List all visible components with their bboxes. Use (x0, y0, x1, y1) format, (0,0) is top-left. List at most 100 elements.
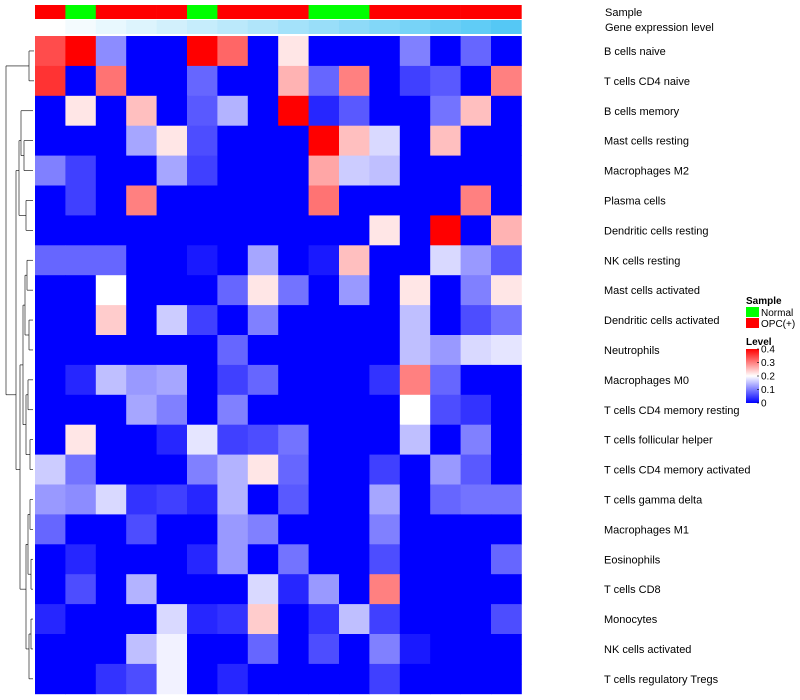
row-label: T cells CD8 (604, 584, 661, 596)
expression-annotation-cell (430, 20, 461, 34)
legend-level-ticks: 0.4 0.3 0.2 0.1 0 (757, 345, 775, 410)
heatmap-cell (278, 604, 309, 635)
heatmap-cell (217, 424, 249, 455)
heatmap-cell (156, 544, 188, 575)
heatmap-cell (399, 454, 431, 485)
heatmap-cell (369, 95, 401, 127)
heatmap-cell (339, 634, 370, 665)
heatmap-cell (217, 544, 249, 575)
heatmap-cell (399, 155, 431, 186)
heatmap-cell (339, 65, 370, 97)
heatmap-cell (126, 65, 157, 97)
heatmap-cell (399, 544, 431, 575)
heatmap-cell (430, 125, 461, 156)
heatmap-cell (35, 335, 66, 366)
legend-sample-label: OPC(+) (761, 319, 795, 330)
heatmap-cell (399, 245, 431, 276)
heatmap-cell (65, 185, 97, 216)
heatmap-cell (247, 604, 279, 635)
heatmap-cell (430, 305, 461, 336)
legend-level-colorbar (746, 349, 759, 403)
heatmap-cell (491, 634, 522, 665)
heatmap-cell (247, 514, 279, 545)
heatmap-cell (369, 65, 401, 97)
expression-annotation-cell (247, 20, 279, 34)
heatmap-cell (430, 663, 461, 695)
heatmap-cell (35, 155, 66, 186)
heatmap-cell (399, 305, 431, 336)
heatmap-cell (399, 36, 431, 67)
heatmap-cell (278, 364, 309, 396)
legend-title-level: Level (746, 337, 772, 348)
heatmap-cell (339, 454, 370, 485)
heatmap-cell (491, 95, 522, 127)
sample-annotation-cell (460, 5, 492, 19)
heatmap-cell (460, 275, 492, 306)
expression-annotation-cell (217, 20, 249, 34)
heatmap-cell (460, 36, 492, 67)
heatmap-cell (217, 604, 249, 635)
heatmap-cell (491, 185, 522, 216)
heatmap-cell (187, 215, 218, 246)
heatmap-cell (126, 634, 157, 665)
heatmap-cell (217, 634, 249, 665)
heatmap-cell (65, 364, 97, 396)
heatmap-cell (278, 514, 309, 545)
heatmap-cell (247, 275, 279, 306)
heatmap-cell (156, 155, 188, 186)
heatmap-cell (156, 604, 188, 635)
heatmap-cell (491, 514, 522, 545)
heatmap-cell (95, 36, 127, 67)
heatmap-cell (126, 36, 157, 67)
heatmap-cell (491, 125, 522, 156)
heatmap-cell (126, 215, 157, 246)
heatmap-cell (430, 454, 461, 485)
heatmap-cell (430, 65, 461, 97)
heatmap-cell (278, 65, 309, 97)
heatmap-cell (35, 95, 66, 127)
expression-annotation-cell (95, 20, 127, 34)
heatmap-cell (369, 335, 401, 366)
heatmap-cell (126, 574, 157, 605)
heatmap-cell (369, 484, 401, 515)
heatmap-cell (65, 155, 97, 186)
heatmap-cell (156, 424, 188, 455)
row-label: Neutrophils (604, 345, 660, 357)
heatmap-cell (35, 215, 66, 246)
row-label: B cells naive (604, 46, 666, 58)
heatmap-cell (156, 663, 188, 695)
heatmap-cell (491, 484, 522, 515)
expression-annotation-cell (460, 20, 492, 34)
heatmap-cell (217, 36, 249, 67)
heatmap-cell (95, 65, 127, 97)
heatmap-cell (126, 663, 157, 695)
heatmap-cell (399, 185, 431, 216)
heatmap-cell (369, 394, 401, 426)
expression-annotation-cell (369, 20, 401, 34)
heatmap-cell (187, 364, 218, 396)
heatmap-cell (308, 95, 340, 127)
heatmap-cell (217, 155, 249, 186)
row-label: Macrophages M2 (604, 166, 689, 178)
heatmap-cell (308, 335, 340, 366)
heatmap-cell (339, 424, 370, 455)
heatmap-cell (369, 574, 401, 605)
heatmap-cell (156, 364, 188, 396)
heatmap-cell (278, 95, 309, 127)
heatmap-cell (460, 95, 492, 127)
heatmap-cell (247, 454, 279, 485)
row-label: Mast cells activated (604, 285, 700, 297)
heatmap-cell (247, 424, 279, 455)
heatmap-cell (156, 514, 188, 545)
heatmap-cell (187, 424, 218, 455)
heatmap-cell (156, 125, 188, 156)
heatmap-cell (217, 275, 249, 306)
row-label: NK cells activated (604, 644, 691, 656)
heatmap-cell (65, 514, 97, 545)
heatmap-cell (217, 245, 249, 276)
heatmap-cell (278, 484, 309, 515)
sample-annotation-cell (126, 5, 157, 19)
heatmap-cell (308, 604, 340, 635)
heatmap-cell (65, 36, 97, 67)
heatmap-cell (95, 484, 127, 515)
